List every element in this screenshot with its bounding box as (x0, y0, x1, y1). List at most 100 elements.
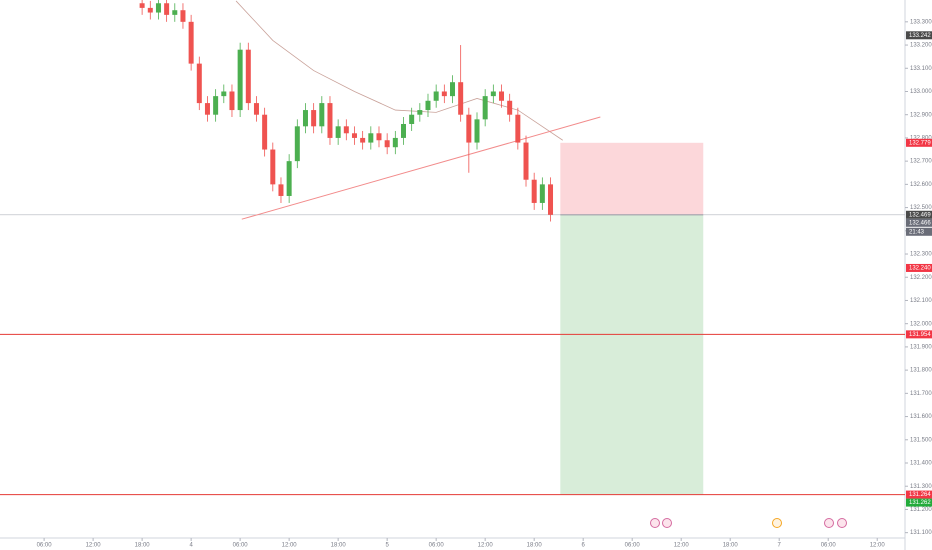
x-tick-label: 12:00 (870, 543, 886, 549)
x-tick-label: 12:00 (478, 543, 494, 549)
y-tick-label: 132.600 (910, 182, 932, 188)
candle-body (278, 184, 284, 196)
price-badge-label: 132.240 (909, 266, 931, 272)
candle-body (507, 100, 513, 115)
price-badge (906, 31, 932, 40)
plot-layer (0, 0, 905, 496)
event-icon[interactable] (772, 518, 782, 528)
y-tick-label: 131.900 (910, 344, 932, 350)
candle-body (392, 137, 398, 148)
candle-body (302, 110, 308, 127)
candle-body (417, 110, 423, 115)
event-icon[interactable] (650, 518, 660, 528)
price-badge (906, 490, 932, 499)
candle-body (164, 3, 170, 15)
x-tick-label: 06:00 (625, 543, 641, 549)
candle-body (204, 103, 210, 115)
candle-body (139, 3, 145, 8)
candle-body (531, 179, 537, 203)
candle-body (147, 7, 153, 13)
y-tick-label: 131.600 (910, 414, 932, 420)
countdown-label: 21:43 (909, 229, 925, 235)
price-badge (906, 210, 932, 219)
candle-body (441, 91, 447, 97)
price-badge (906, 218, 932, 227)
x-tick-label: 06:00 (429, 543, 445, 549)
position-stop-zone (560, 142, 704, 215)
candle-body (262, 114, 268, 150)
candle-body (253, 103, 259, 115)
candle-body (343, 126, 349, 134)
x-tick-label: 12:00 (282, 543, 298, 549)
candle-body (155, 3, 161, 13)
candle-body (548, 184, 554, 215)
price-badge (906, 263, 932, 272)
x-tick-label: 4 (189, 543, 193, 549)
y-tick-label: 132.800 (910, 136, 932, 142)
y-tick-label: 132.100 (910, 298, 932, 304)
candle-body (327, 103, 333, 138)
candle-body (311, 110, 317, 127)
candle-body (433, 91, 439, 101)
x-tick-label: 12:00 (674, 543, 690, 549)
y-tick-label: 133.000 (910, 89, 932, 95)
x-tick-label: 06:00 (37, 543, 53, 549)
candle-body (376, 133, 382, 141)
event-icon[interactable] (824, 518, 834, 528)
price-badge (906, 138, 932, 147)
candle-body (523, 142, 529, 180)
y-tick-label: 132.700 (910, 159, 932, 165)
candle-body (539, 184, 545, 203)
candle-body (221, 91, 227, 97)
candle-body (351, 133, 357, 138)
price-badge-label: 132.469 (909, 212, 931, 218)
y-tick-label: 131.800 (910, 368, 932, 374)
candle-body (499, 91, 505, 101)
candle-body (425, 100, 431, 111)
x-tick-label: 06:00 (233, 543, 249, 549)
candle-body (213, 96, 219, 115)
x-tick-label: 06:00 (821, 543, 837, 549)
candle-body (237, 49, 243, 111)
price-badge-label: 133.242 (909, 33, 931, 39)
candle-body (319, 103, 325, 127)
price-badge-label: 131.954 (909, 332, 931, 338)
event-icon[interactable] (837, 518, 847, 528)
candle-body (482, 96, 488, 120)
countdown-badge (906, 227, 932, 236)
x-tick-label: 6 (582, 543, 586, 549)
y-tick-label: 131.700 (910, 391, 932, 397)
y-tick-label: 132.000 (910, 321, 932, 327)
candle-body (172, 10, 178, 15)
candle-body (196, 63, 202, 104)
candle-body (360, 137, 366, 143)
x-tick-label: 18:00 (527, 543, 543, 549)
price-badge (906, 498, 932, 507)
candle-body (458, 82, 464, 115)
event-icons (650, 518, 847, 528)
y-tick-label: 133.200 (910, 43, 932, 49)
position-target-zone (560, 214, 704, 495)
price-badge-label: 131.262 (909, 500, 931, 506)
candle-body (270, 149, 276, 185)
y-tick-label: 131.500 (910, 437, 932, 443)
candle-body (384, 140, 390, 148)
candle-body (474, 119, 480, 143)
x-tick-label: 12:00 (86, 543, 102, 549)
candle-body (294, 126, 300, 162)
x-tick-label: 18:00 (723, 543, 739, 549)
moving-average (235, 0, 563, 141)
candle-body (368, 133, 374, 143)
candle-body (409, 114, 415, 124)
event-icon[interactable] (662, 518, 672, 528)
candle-body (188, 21, 194, 64)
y-tick-label: 132.300 (910, 252, 932, 258)
y-tick-label: 132.500 (910, 205, 932, 211)
price-badge (906, 330, 932, 339)
candle-body (450, 82, 455, 97)
x-tick-label: 5 (385, 543, 389, 549)
x-tick-label: 7 (778, 543, 782, 549)
candle-body (229, 91, 235, 111)
